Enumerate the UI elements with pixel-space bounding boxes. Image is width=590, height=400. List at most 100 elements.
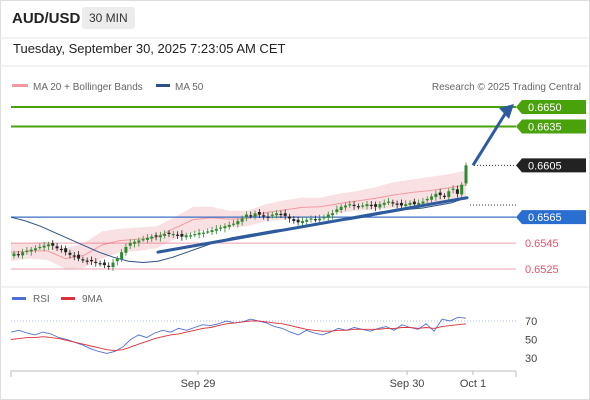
candle-body — [313, 219, 317, 221]
candle-body — [421, 201, 425, 204]
candle-body — [180, 234, 184, 237]
candle-body — [309, 218, 313, 220]
level-0-6650-label: 0.6650 — [528, 102, 562, 114]
candle-body — [339, 206, 343, 211]
x-tick-label: Sep 30 — [390, 378, 425, 390]
candle-body — [133, 241, 137, 244]
x-tick-label: Oct 1 — [460, 378, 486, 390]
candle-body — [283, 213, 287, 216]
rsi-ma-legend-label: 9MA — [82, 294, 103, 305]
candle-body — [89, 259, 93, 262]
candle-body — [455, 189, 459, 194]
bollinger-bands — [10, 170, 467, 269]
x-tick-label: Sep 29 — [181, 378, 216, 390]
candle-body — [219, 227, 223, 229]
level-0-6635-tag — [516, 119, 586, 134]
candle-body — [451, 188, 455, 190]
candle-body — [369, 204, 373, 207]
candle-body — [378, 204, 382, 208]
ma20-legend-label: MA 20 + Bollinger Bands — [33, 82, 143, 93]
ma20-legend-swatch — [12, 84, 28, 87]
candle-body — [387, 201, 391, 203]
support-trendline — [156, 196, 469, 254]
candle-body — [193, 234, 197, 236]
candle-body — [158, 235, 162, 238]
top-bar: AUD/USD 30 MIN — [0, 0, 590, 38]
candle-body — [214, 228, 218, 231]
candle-body — [279, 213, 283, 216]
candle-body — [227, 224, 231, 227]
candle-body — [102, 262, 106, 266]
projection-arrow-head — [499, 104, 514, 119]
candle-body — [417, 202, 421, 205]
ma20-line — [10, 184, 467, 260]
symbol-label: AUD/USD — [12, 10, 81, 27]
candle-body — [115, 258, 119, 262]
candle-body — [197, 232, 201, 235]
candle-body — [128, 243, 132, 246]
candle-body — [292, 219, 296, 222]
candle-body — [262, 215, 266, 217]
key-levels — [11, 106, 516, 270]
level-0-6565-label: 0.6565 — [528, 212, 562, 224]
annotations — [156, 104, 514, 254]
candle-body — [430, 196, 434, 200]
level-0-6565-tag — [516, 210, 586, 225]
candle-body — [34, 248, 38, 251]
candle-body — [111, 262, 115, 268]
rsi-tick-70: 70 — [525, 316, 537, 328]
candle-body — [395, 203, 399, 205]
level-0-6545-label: 0.6545 — [525, 238, 559, 250]
candle-body — [288, 216, 292, 219]
rsi-tick-50: 50 — [525, 335, 537, 347]
candle-body — [464, 165, 468, 184]
candle-body — [21, 252, 25, 256]
candle-body — [305, 219, 309, 222]
timestamp: Tuesday, September 30, 2025 7:23:05 AM C… — [13, 41, 286, 56]
candle-body — [322, 217, 326, 219]
candle-body — [253, 213, 257, 217]
candle-body — [348, 204, 352, 206]
candle-body — [38, 246, 42, 249]
candle-body — [408, 202, 412, 205]
candle-body — [447, 191, 451, 198]
candle-body — [141, 239, 145, 241]
candle-body — [425, 199, 429, 201]
research-credit: Research © 2025 Trading Central — [432, 82, 581, 93]
candle-body — [331, 213, 335, 216]
level-0-6525-label: 0.6525 — [525, 264, 559, 276]
candle-body — [55, 246, 59, 249]
candle-body — [404, 204, 408, 207]
candle-body — [124, 246, 128, 253]
level-0-6605-tag — [516, 158, 586, 173]
candle-body — [188, 235, 192, 237]
candles — [12, 162, 468, 271]
level-0-6650-tag — [516, 100, 586, 114]
candle-body — [72, 255, 76, 257]
candle-body — [154, 235, 158, 237]
candle-body — [64, 248, 68, 253]
candle-body — [442, 195, 446, 197]
rsi-legend-swatch — [12, 297, 26, 300]
candle-body — [361, 205, 365, 207]
interval-badge[interactable]: 30 MIN — [82, 7, 135, 29]
candle-body — [77, 254, 81, 259]
candle-body — [176, 234, 180, 236]
level-tags: 0.6650 0.6635 0.6605 0.6565 0.6545 0.6525 — [516, 100, 586, 276]
candle-body — [343, 205, 347, 208]
candle-body — [94, 261, 98, 264]
level-0-6605-label: 0.6605 — [528, 160, 562, 172]
candle-body — [249, 215, 253, 217]
level-0-6635-label: 0.6635 — [528, 121, 562, 133]
candle-body — [412, 201, 416, 205]
rsi-panel: 70 50 30 — [10, 316, 537, 365]
candle-body — [171, 234, 175, 236]
candle-body — [25, 250, 29, 253]
candle-body — [434, 193, 438, 198]
rsi-ma-legend-swatch — [61, 297, 75, 300]
x-axis-labels: Sep 29 Sep 30 Oct 1 — [181, 371, 486, 390]
candle-body — [120, 252, 124, 260]
candle-body — [68, 252, 72, 255]
projection-arrow-shaft — [471, 113, 507, 167]
